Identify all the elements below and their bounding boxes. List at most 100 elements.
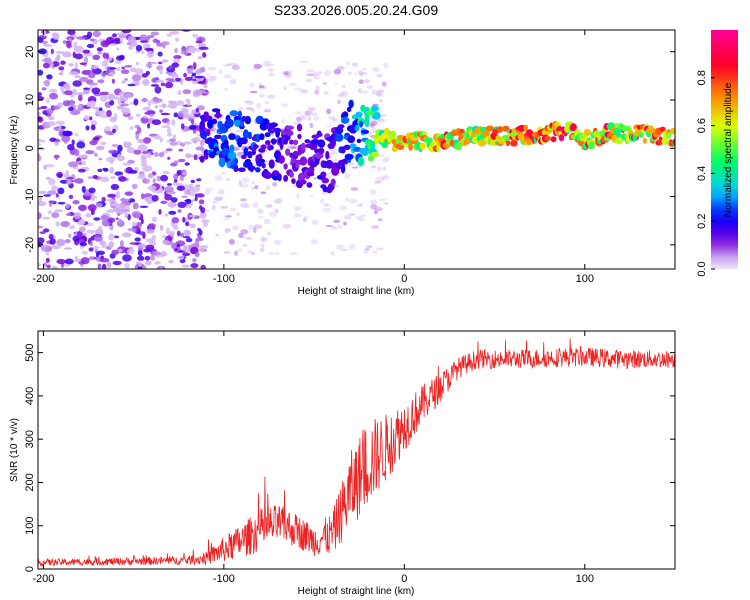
noise-blob [173,55,182,60]
ridge-blob [254,167,261,173]
noise-blob [168,65,174,70]
noise-blob [330,251,335,256]
ridge-blob [297,172,306,182]
noise-blob [226,63,232,66]
noise-blob [106,156,115,163]
noise-blob [150,84,159,87]
noise-blob [331,150,340,155]
noise-blob [38,153,41,161]
noise-blob [83,87,91,90]
snr-ytick-label: 200 [24,473,36,491]
noise-blob [42,62,50,69]
noise-blob [121,80,126,84]
noise-blob [127,228,137,232]
noise-blob [108,233,115,241]
ridge-blob [359,120,363,128]
snr-xtick-label: 0 [401,573,407,585]
noise-blob [62,100,72,107]
noise-blob [138,261,142,267]
noise-blob [84,69,93,73]
noise-blob [114,96,120,100]
noise-blob [288,82,298,87]
noise-blob [91,192,95,198]
noise-blob [193,154,198,161]
noise-blob [348,213,356,216]
noise-blob [89,241,93,246]
noise-blob [128,45,134,51]
noise-blob [362,67,366,71]
noise-blob [67,233,72,238]
ridge-blob [383,128,391,136]
noise-blob [259,237,269,242]
noise-blob [196,178,202,182]
noise-blob [240,229,249,235]
noise-blob [159,109,163,113]
noise-blob [93,136,100,141]
noise-blob [237,106,244,112]
noise-blob [251,181,255,185]
noise-blob [116,32,127,37]
ridge-blob [354,124,360,132]
ridge-blob [330,137,337,148]
ridge-blob [278,155,285,164]
noise-blob [107,209,114,213]
noise-blob [185,98,190,103]
noise-blob [168,80,176,83]
noise-blob [177,209,182,213]
noise-blob [220,172,227,175]
noise-blob [159,266,163,269]
noise-blob [324,70,331,76]
noise-blob [118,176,127,182]
noise-blob [183,72,188,78]
noise-blob [348,198,358,204]
noise-blob [55,154,59,161]
noise-blob [128,198,136,203]
noise-blob [167,156,171,160]
noise-blob [351,62,359,67]
noise-blob [88,187,96,194]
noise-blob [141,178,151,184]
noise-blob [200,139,205,147]
noise-blob [310,239,318,245]
noise-blob [137,243,146,249]
noise-blob [96,250,105,256]
noise-blob [185,238,193,243]
ridge-blob [228,133,236,141]
noise-blob [185,205,192,209]
noise-blob [154,98,163,103]
noise-blob [91,65,98,70]
noise-blob [129,67,137,73]
noise-blob [120,103,130,107]
noise-blob [92,246,100,249]
noise-blob [250,109,256,113]
noise-blob [164,186,174,193]
noise-blob [323,203,330,207]
ridge-blob [340,116,350,124]
noise-blob [162,171,170,175]
noise-blob [289,252,299,256]
noise-blob [145,62,153,68]
noise-blob [46,264,51,269]
noise-blob [190,263,199,269]
noise-blob [153,135,162,140]
noise-blob [38,190,47,195]
noise-blob [150,254,155,261]
noise-blob [296,193,300,200]
ridge-blob [616,132,622,138]
noise-blob [171,119,176,126]
noise-blob [77,104,82,109]
noise-blob [48,200,57,204]
noise-blob [58,72,64,76]
noise-blob [173,160,179,164]
noise-blob [78,162,82,165]
ridge-blob [285,125,294,131]
noise-blob [383,202,389,205]
noise-blob [115,59,122,65]
noise-blob [351,166,358,169]
noise-blob [115,191,121,199]
ridge-blob [364,117,370,128]
ridge-blob [248,165,256,171]
noise-blob [196,193,205,198]
noise-blob [151,119,162,126]
